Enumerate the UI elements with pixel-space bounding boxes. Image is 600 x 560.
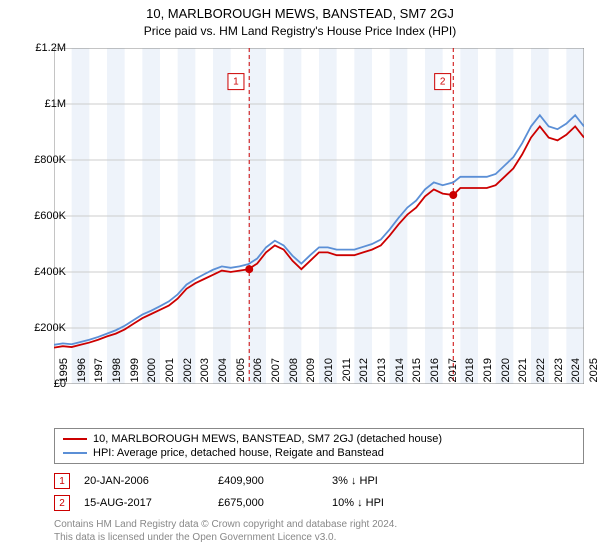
legend-item-hpi: HPI: Average price, detached house, Reig… xyxy=(63,446,575,460)
x-axis-tick: 2000 xyxy=(146,358,158,398)
legend-label: HPI: Average price, detached house, Reig… xyxy=(93,447,384,459)
svg-text:1: 1 xyxy=(233,77,239,88)
data-point-row: 1 20-JAN-2006 £409,900 3% ↓ HPI xyxy=(54,470,584,492)
x-axis-tick: 2006 xyxy=(252,358,264,398)
data-pct: 10% ↓ HPI xyxy=(332,497,432,509)
legend-swatch xyxy=(63,438,87,440)
legend-item-property: 10, MARLBOROUGH MEWS, BANSTEAD, SM7 2GJ … xyxy=(63,432,575,446)
data-points-table: 1 20-JAN-2006 £409,900 3% ↓ HPI 2 15-AUG… xyxy=(54,470,584,514)
x-axis-tick: 2014 xyxy=(394,358,406,398)
marker-badge: 1 xyxy=(54,473,70,489)
x-axis-tick: 2025 xyxy=(588,358,600,398)
x-axis-tick: 2017 xyxy=(447,358,459,398)
x-axis-tick: 2009 xyxy=(305,358,317,398)
x-axis-tick: 2007 xyxy=(270,358,282,398)
y-axis-tick: £1.2M xyxy=(16,42,66,54)
x-axis-tick: 1996 xyxy=(76,358,88,398)
y-axis-tick: £200K xyxy=(16,322,66,334)
data-pct: 3% ↓ HPI xyxy=(332,475,432,487)
chart-svg: 12 xyxy=(54,48,584,384)
legend: 10, MARLBOROUGH MEWS, BANSTEAD, SM7 2GJ … xyxy=(54,428,584,464)
x-axis-tick: 2001 xyxy=(164,358,176,398)
x-axis-tick: 2004 xyxy=(217,358,229,398)
x-axis-tick: 1998 xyxy=(111,358,123,398)
x-axis-tick: 2024 xyxy=(570,358,582,398)
x-axis-tick: 2022 xyxy=(535,358,547,398)
footer-attribution: Contains HM Land Registry data © Crown c… xyxy=(54,518,584,544)
x-axis-tick: 1997 xyxy=(93,358,105,398)
data-price: £409,900 xyxy=(218,475,318,487)
x-axis-tick: 2005 xyxy=(235,358,247,398)
x-axis-tick: 2021 xyxy=(517,358,529,398)
chart-area: 12 xyxy=(54,48,584,384)
x-axis-tick: 2010 xyxy=(323,358,335,398)
chart-title: 10, MARLBOROUGH MEWS, BANSTEAD, SM7 2GJ xyxy=(0,0,600,21)
x-axis-tick: 2018 xyxy=(464,358,476,398)
chart-subtitle: Price paid vs. HM Land Registry's House … xyxy=(0,21,600,42)
x-axis-tick: 2015 xyxy=(411,358,423,398)
x-axis-tick: 2011 xyxy=(341,358,353,398)
y-axis-tick: £600K xyxy=(16,210,66,222)
x-axis-tick: 2003 xyxy=(199,358,211,398)
x-axis-tick: 1999 xyxy=(129,358,141,398)
svg-text:2: 2 xyxy=(440,77,446,88)
data-price: £675,000 xyxy=(218,497,318,509)
x-axis-tick: 2013 xyxy=(376,358,388,398)
x-axis-tick: 2012 xyxy=(358,358,370,398)
y-axis-tick: £1M xyxy=(16,98,66,110)
legend-swatch xyxy=(63,452,87,454)
data-date: 15-AUG-2017 xyxy=(84,497,204,509)
data-point-row: 2 15-AUG-2017 £675,000 10% ↓ HPI xyxy=(54,492,584,514)
x-axis-tick: 2008 xyxy=(288,358,300,398)
y-axis-tick: £400K xyxy=(16,266,66,278)
x-axis-tick: 2023 xyxy=(553,358,565,398)
y-axis-tick: £800K xyxy=(16,154,66,166)
footer-line: Contains HM Land Registry data © Crown c… xyxy=(54,518,584,531)
x-axis-tick: 2016 xyxy=(429,358,441,398)
x-axis-tick: 2020 xyxy=(500,358,512,398)
marker-badge: 2 xyxy=(54,495,70,511)
legend-label: 10, MARLBOROUGH MEWS, BANSTEAD, SM7 2GJ … xyxy=(93,433,442,445)
data-date: 20-JAN-2006 xyxy=(84,475,204,487)
x-axis-tick: 2019 xyxy=(482,358,494,398)
x-axis-tick: 1995 xyxy=(58,358,70,398)
footer-line: This data is licensed under the Open Gov… xyxy=(54,531,584,544)
x-axis-tick: 2002 xyxy=(182,358,194,398)
